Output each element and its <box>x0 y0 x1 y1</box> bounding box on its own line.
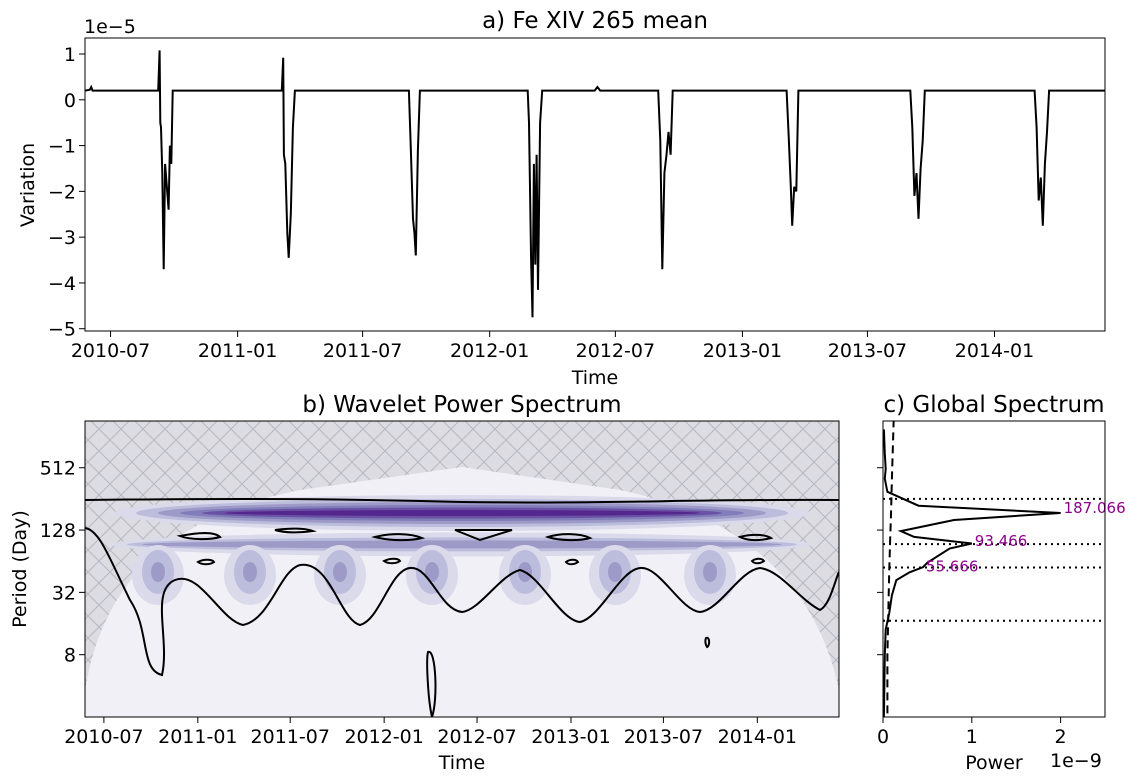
series-line-variation <box>85 50 1105 318</box>
y-tick-label: −4 <box>48 273 76 295</box>
x-tick-label: 2012-07 <box>437 726 516 748</box>
panel-c-frame <box>882 420 1106 718</box>
y-tick-label: 32 <box>52 582 76 604</box>
x-tick-label: 2013-01 <box>531 726 610 748</box>
significance-contour-island-10 <box>750 557 766 565</box>
panel-b-y-label: Period (Day) <box>9 510 31 628</box>
y-tick-label: 1 <box>64 44 76 66</box>
significance-contour-lower <box>85 527 839 677</box>
peak-label: 93.466 <box>975 532 1028 550</box>
y-tick-label: −3 <box>48 227 76 249</box>
x-tick-label: 2010-07 <box>71 340 150 362</box>
y-tick-label: −2 <box>48 181 76 203</box>
power-band-187 <box>224 510 700 517</box>
x-tick-label: 2 <box>1055 726 1067 748</box>
x-tick-label: 2010-07 <box>64 726 143 748</box>
panel-b-plot <box>85 421 839 717</box>
x-tick-label: 2011-07 <box>251 726 330 748</box>
significance-contour-island-1 <box>176 532 222 541</box>
peak-label: 55.666 <box>926 557 979 575</box>
x-tick-label: 0 <box>877 726 889 748</box>
panel-a-y-label: Variation <box>17 143 39 227</box>
x-tick-label: 2014-01 <box>718 726 797 748</box>
power-band-93 <box>142 540 782 549</box>
x-tick-label: 2012-01 <box>450 340 529 362</box>
cone-of-influence-region <box>85 467 839 717</box>
significance-contour-island-11 <box>426 650 437 717</box>
significance-contours <box>85 497 839 717</box>
significance-contour-island-7 <box>196 558 216 566</box>
power-blob <box>243 562 257 582</box>
panel-a-x-label: Time <box>571 367 619 389</box>
y-tick-label: −5 <box>48 319 76 341</box>
significance-contour-island-3 <box>371 533 426 542</box>
panel-c-title: c) Global Spectrum <box>883 392 1104 418</box>
wavelet-power-bands <box>112 495 812 605</box>
x-tick-label: 2011-01 <box>198 340 277 362</box>
x-tick-label: 2013-01 <box>703 340 782 362</box>
panel-c-x-ticks: 0 1 2 <box>877 717 1067 748</box>
panel-a-frame <box>84 37 1106 332</box>
significance-contour-upper <box>85 497 839 504</box>
x-tick-label: 2014-01 <box>955 340 1034 362</box>
x-tick-label: 2012-07 <box>576 340 655 362</box>
peak-label: 187.066 <box>1064 499 1126 517</box>
x-tick-label: 2011-01 <box>158 726 237 748</box>
panel-a-title: a) Fe XIV 265 mean <box>482 8 708 34</box>
panel-b-y-ticks: 512 128 32 8 <box>40 458 85 667</box>
significance-contour-island-8 <box>382 557 402 565</box>
y-tick-label: −1 <box>48 136 76 158</box>
panel-a-x-ticks: 2010-07 2011-01 2011-07 2012-01 2012-07 2013-… <box>71 331 1034 362</box>
significance-contour-island-4 <box>454 529 513 542</box>
panel-a-y-ticks: 1 0 −1 −2 −3 −4 −5 <box>48 44 85 341</box>
panel-c-offset-text: 1e−9 <box>1050 750 1102 772</box>
power-blob <box>333 562 347 582</box>
x-tick-label: 2013-07 <box>624 726 703 748</box>
panel-c-x-label: Power <box>965 752 1023 774</box>
power-blob <box>425 562 439 582</box>
significance-contour-island-2 <box>274 527 317 534</box>
power-blob <box>608 562 622 582</box>
x-tick-label: 2013-07 <box>828 340 907 362</box>
x-tick-label: 2012-01 <box>344 726 423 748</box>
panel-a-offset-text: 1e−5 <box>84 16 136 38</box>
significance-contour-island-5 <box>544 533 593 542</box>
y-tick-label: 512 <box>40 458 76 480</box>
power-blob <box>703 562 717 582</box>
panel-c-peak-labels: 187.066 93.466 55.666 <box>926 499 1126 575</box>
series-line-global-power <box>883 429 1061 717</box>
y-tick-label: 0 <box>64 90 76 112</box>
panel-a-plot <box>85 50 1105 318</box>
x-tick-label: 2011-07 <box>323 340 402 362</box>
x-tick-label: 1 <box>966 726 978 748</box>
panel-c-plot <box>883 421 1105 717</box>
panel-b-frame <box>84 420 840 718</box>
panel-b: b) Wavelet Power Spectrum <box>9 392 840 774</box>
power-blob <box>151 562 165 582</box>
significance-contour-island-12 <box>704 636 711 649</box>
panel-b-x-ticks: 2010-07 2011-01 2011-07 2012-01 2012-07 2013-… <box>64 717 797 748</box>
y-tick-label: 8 <box>64 645 76 667</box>
panel-c: c) Global Spectrum 187.066 93.466 55.666 0… <box>877 392 1126 774</box>
panel-c-y-ticks <box>877 467 883 656</box>
panel-b-x-label: Time <box>438 752 486 774</box>
significance-contour-island-9 <box>564 558 580 566</box>
y-tick-label: 128 <box>40 520 76 542</box>
significance-contour-island-6 <box>737 533 774 542</box>
series-line-significance <box>886 421 895 717</box>
panel-b-title: b) Wavelet Power Spectrum <box>302 392 621 418</box>
panel-a: a) Fe XIV 265 mean 1e−5 2010-07 2011-01 20… <box>17 8 1106 389</box>
